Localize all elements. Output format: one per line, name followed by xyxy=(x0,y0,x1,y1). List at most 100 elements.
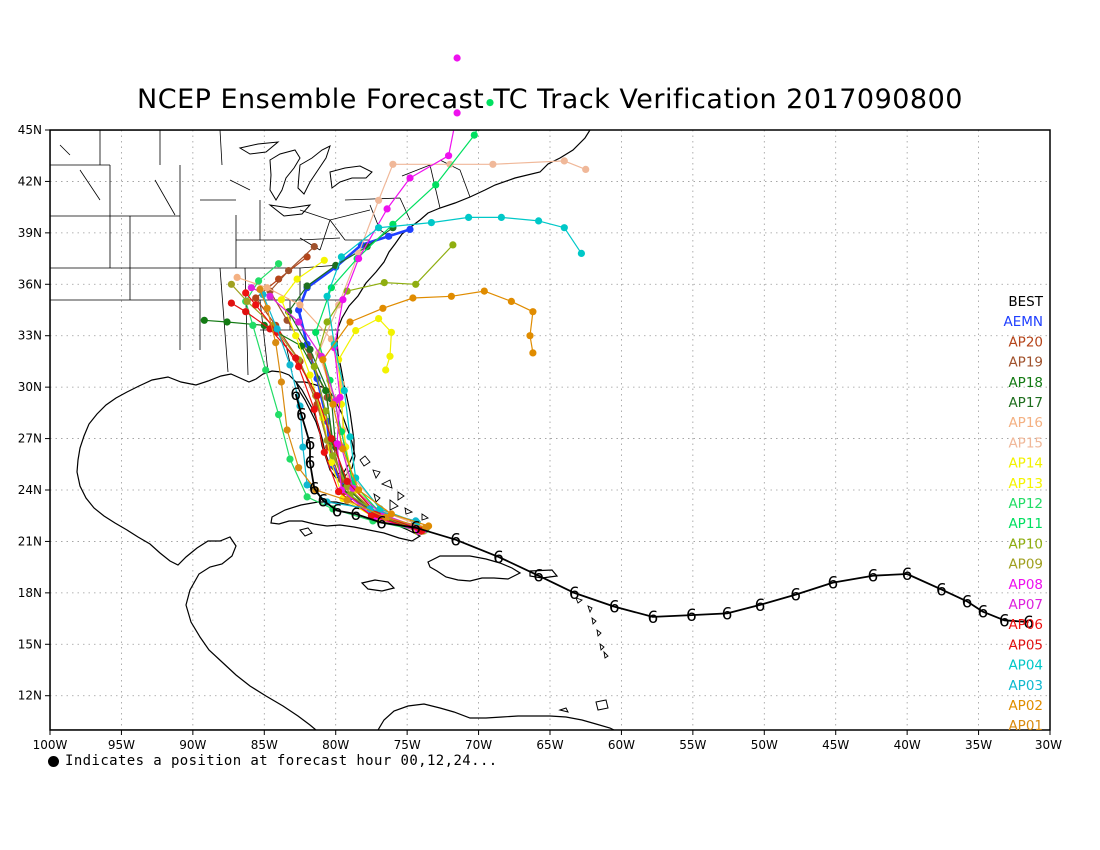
forecast-position-marker xyxy=(335,488,343,496)
hurricane-symbol-icon: 6 xyxy=(290,385,301,405)
track-line xyxy=(318,160,586,532)
forecast-position-marker xyxy=(295,318,303,326)
forecast-position-marker xyxy=(306,371,314,379)
forecast-position-marker xyxy=(223,318,231,326)
forecast-position-marker xyxy=(323,292,331,300)
forecast-position-marker xyxy=(339,445,347,453)
legend-entry-best: BEST xyxy=(1008,294,1043,310)
landmass-cuba xyxy=(270,501,422,542)
forecast-position-marker xyxy=(256,285,264,293)
forecast-position-marker xyxy=(382,366,390,374)
forecast-position-marker xyxy=(453,54,461,62)
state-borders xyxy=(50,130,471,376)
legend-entry-ap20: AP20 xyxy=(1008,334,1043,350)
hurricane-symbol-icon: 6 xyxy=(410,519,421,539)
forecast-position-marker xyxy=(227,299,235,307)
lat-tick-label: 12N xyxy=(18,689,42,703)
forecast-position-marker xyxy=(313,392,321,400)
lat-tick-label: 39N xyxy=(18,226,42,240)
legend-entry-ap03: AP03 xyxy=(1008,678,1043,694)
forecast-position-marker xyxy=(406,174,414,182)
hurricane-symbol-icon: 6 xyxy=(332,502,343,522)
legend-entry-ap08: AP08 xyxy=(1008,577,1043,593)
legend-entry-aemn: AEMN xyxy=(1003,314,1043,330)
track-line xyxy=(326,216,582,524)
lat-tick-label: 15N xyxy=(18,637,42,651)
forecast-position-marker xyxy=(507,297,515,305)
forecast-position-marker xyxy=(445,152,453,160)
landmass-hispaniola xyxy=(427,555,522,582)
chart-title: NCEP Ensemble Forecast TC Track Verifica… xyxy=(137,84,963,115)
forecast-position-marker xyxy=(363,243,371,251)
hurricane-symbol-icon: 6 xyxy=(977,603,988,623)
forecast-position-marker xyxy=(367,512,375,520)
legend-entry-ap17: AP17 xyxy=(1008,395,1043,411)
forecast-position-marker xyxy=(262,366,270,374)
hurricane-symbol-icon: 6 xyxy=(309,479,320,499)
forecast-position-marker xyxy=(242,289,250,297)
lon-tick-label: 45W xyxy=(822,738,849,752)
lon-tick-label: 85W xyxy=(251,738,278,752)
lon-tick-label: 70W xyxy=(465,738,492,752)
legend-entry-ap10: AP10 xyxy=(1008,536,1043,552)
hurricane-symbol-icon: 6 xyxy=(317,491,328,511)
forecast-position-marker xyxy=(346,433,354,441)
forecast-position-marker xyxy=(310,405,318,413)
lat-tick-label: 24N xyxy=(18,483,42,497)
lat-tick-label: 27N xyxy=(18,432,42,446)
forecast-position-marker xyxy=(295,464,303,472)
legend-entry-ap13: AP13 xyxy=(1008,476,1043,492)
hurricane-symbol-icon: 6 xyxy=(305,435,316,455)
forecast-position-marker xyxy=(322,407,330,415)
forecast-position-marker xyxy=(343,483,351,491)
legend-entry-ap02: AP02 xyxy=(1008,698,1043,714)
forecast-position-marker xyxy=(560,157,568,165)
lon-tick-label: 75W xyxy=(394,738,421,752)
legend-entry-ap11: AP11 xyxy=(1008,516,1043,532)
track-ap03 xyxy=(259,291,420,525)
forecast-position-marker xyxy=(535,217,543,225)
forecast-position-marker xyxy=(310,363,318,371)
hurricane-symbol-icon: 6 xyxy=(647,608,658,628)
forecast-position-marker xyxy=(406,225,414,233)
lat-tick-label: 45N xyxy=(18,123,42,137)
offplot-markers xyxy=(453,54,494,117)
lon-tick-label: 95W xyxy=(108,738,135,752)
legend: BEST AEMN AP20 AP19 AP18 AP17 AP16 AP15 AP14 AP13… xyxy=(1003,294,1043,734)
legend-entry-ap06: AP06 xyxy=(1008,617,1043,633)
forecast-position-marker xyxy=(453,109,461,117)
forecast-position-marker xyxy=(387,328,395,336)
axis-tick-labels: 100W 95W 90W 85W 80W 75W 70W 65W 60W 55W 50W 45W 40W… xyxy=(18,123,1062,752)
forecast-position-marker xyxy=(242,308,250,316)
legend-entry-ap04: AP04 xyxy=(1008,658,1043,674)
forecast-position-marker xyxy=(379,304,387,312)
track-ap10 xyxy=(310,241,457,535)
footnote-text: Indicates a position at forecast hour 00… xyxy=(65,753,498,769)
hurricane-symbol-icon: 6 xyxy=(1023,613,1034,633)
forecast-position-marker xyxy=(343,477,351,485)
forecast-position-marker xyxy=(306,345,314,353)
plot-frame xyxy=(49,129,1051,731)
hurricane-symbol-icon: 6 xyxy=(827,574,838,594)
forecast-position-marker xyxy=(355,486,363,494)
forecast-position-marker xyxy=(352,327,360,335)
forecast-position-marker xyxy=(432,181,440,189)
forecast-position-marker xyxy=(385,232,393,240)
forecast-position-marker xyxy=(529,349,537,357)
forecast-position-marker xyxy=(486,99,494,107)
track-ap01 xyxy=(256,285,430,532)
forecast-position-marker xyxy=(337,253,345,261)
forecast-position-marker xyxy=(266,292,274,300)
legend-entry-ap18: AP18 xyxy=(1008,375,1043,391)
hurricane-symbol-icon: 6 xyxy=(350,505,361,525)
forecast-position-marker xyxy=(312,328,320,336)
lon-tick-label: 30W xyxy=(1035,738,1062,752)
forecast-position-marker xyxy=(263,304,271,312)
forecast-position-marker xyxy=(286,361,294,369)
forecast-position-marker xyxy=(526,332,534,340)
forecast-position-marker xyxy=(529,308,537,316)
landmass-isla-juventud xyxy=(299,527,313,537)
lon-tick-label: 35W xyxy=(965,738,992,752)
forecast-position-marker xyxy=(275,275,283,283)
legend-entry-ap01: AP01 xyxy=(1008,718,1043,734)
